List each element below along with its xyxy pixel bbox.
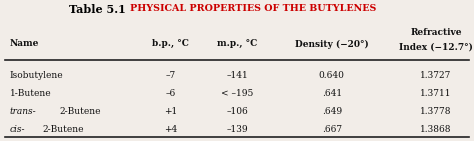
Text: .641: .641 bbox=[322, 89, 342, 98]
Text: PHYSICAL PROPERTIES OF THE BUTYLENES: PHYSICAL PROPERTIES OF THE BUTYLENES bbox=[130, 4, 377, 13]
Text: 2-Butene: 2-Butene bbox=[43, 125, 84, 135]
Text: 0.640: 0.640 bbox=[319, 70, 345, 80]
Text: trans-: trans- bbox=[9, 107, 36, 116]
Text: –7: –7 bbox=[165, 70, 176, 80]
Text: –106: –106 bbox=[226, 107, 248, 116]
Text: Density (−20°): Density (−20°) bbox=[295, 39, 369, 49]
Text: cis-: cis- bbox=[9, 125, 25, 135]
Text: .649: .649 bbox=[322, 107, 342, 116]
Text: Isobutylene: Isobutylene bbox=[9, 70, 63, 80]
Text: +4: +4 bbox=[164, 125, 177, 135]
Text: < –195: < –195 bbox=[221, 89, 253, 98]
Text: m.p., °C: m.p., °C bbox=[217, 39, 257, 49]
Text: 1.3778: 1.3778 bbox=[420, 107, 452, 116]
Text: –141: –141 bbox=[226, 70, 248, 80]
Text: –6: –6 bbox=[165, 89, 176, 98]
Text: Refractive: Refractive bbox=[410, 28, 462, 37]
Text: +1: +1 bbox=[164, 107, 177, 116]
Text: 1.3868: 1.3868 bbox=[420, 125, 452, 135]
Text: 2-Butene: 2-Butene bbox=[59, 107, 101, 116]
Text: 1.3727: 1.3727 bbox=[420, 70, 452, 80]
Text: –139: –139 bbox=[226, 125, 248, 135]
Text: Index (−12.7°): Index (−12.7°) bbox=[399, 42, 473, 51]
Text: Table 5.1: Table 5.1 bbox=[69, 4, 126, 15]
Text: 1-Butene: 1-Butene bbox=[9, 89, 51, 98]
Text: .667: .667 bbox=[322, 125, 342, 135]
Text: 1.3711: 1.3711 bbox=[420, 89, 452, 98]
Text: Name: Name bbox=[9, 39, 39, 49]
Text: b.p., °C: b.p., °C bbox=[152, 39, 189, 49]
